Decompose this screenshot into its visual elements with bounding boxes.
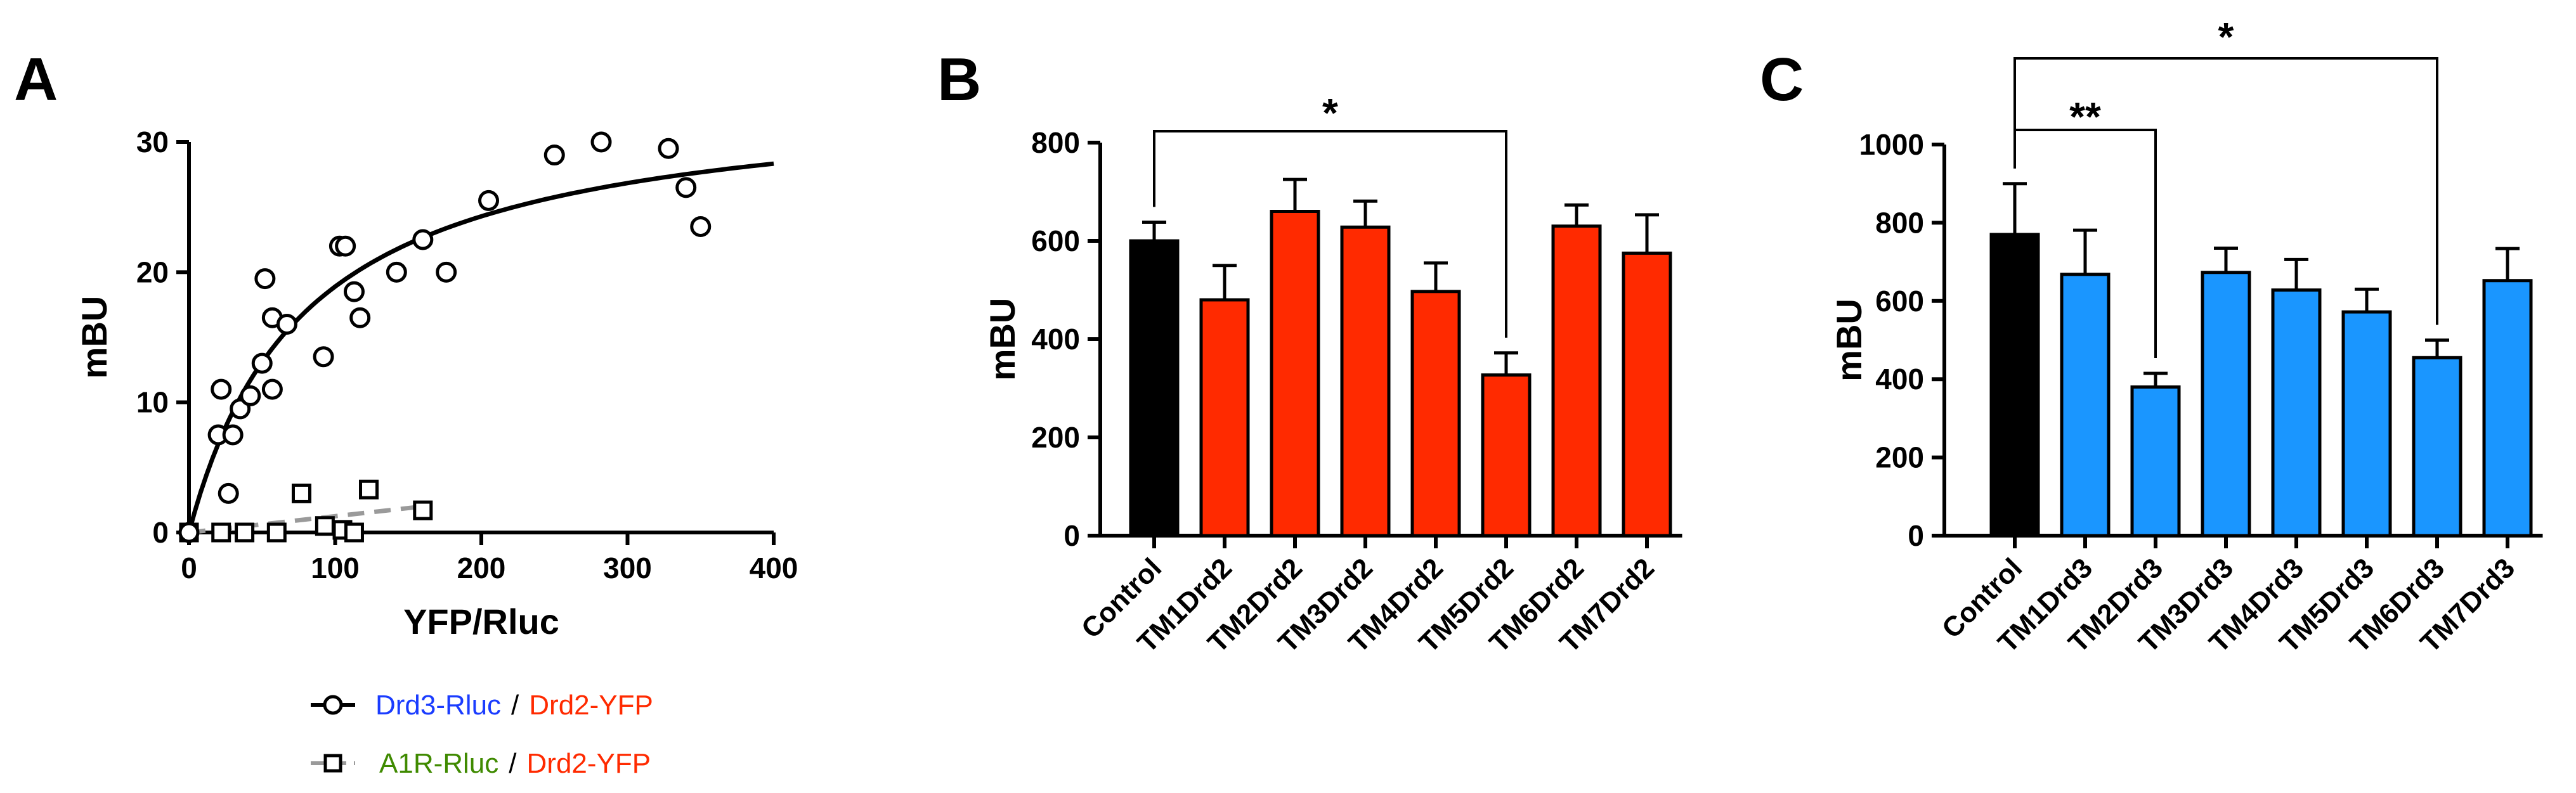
- series-2-point: [266, 522, 287, 543]
- series-1-point: [178, 522, 200, 543]
- y-tick-label: 600: [1875, 285, 1924, 318]
- series-2-point: [315, 516, 335, 536]
- bar: [1410, 290, 1461, 538]
- y-tick-label: 800: [1031, 126, 1080, 159]
- series-1-point: [222, 424, 244, 446]
- y-tick-label: 400: [1031, 323, 1080, 356]
- series-1-point: [254, 268, 276, 290]
- bar: [1481, 373, 1532, 538]
- series-1-point: [436, 261, 457, 283]
- y-axis-title: mBU: [982, 298, 1022, 381]
- y-axis-title: mBU: [74, 296, 114, 379]
- series-2-point: [413, 500, 433, 520]
- significance-label: **: [2069, 94, 2101, 139]
- y-tick-label: 200: [1875, 441, 1924, 474]
- x-tick-label: 0: [181, 551, 197, 584]
- series-1-point: [343, 281, 365, 302]
- series-1-point: [211, 378, 232, 400]
- series-1-point: [590, 131, 612, 153]
- bar: [1622, 251, 1672, 538]
- series-1-fit-curve: [186, 161, 774, 533]
- legend-series-1-label: Drd3-Rluc / Drd2-YFP: [375, 690, 653, 721]
- legend-text-part: Drd2-YFP: [527, 748, 651, 779]
- series-1-point: [240, 385, 261, 406]
- bar: [2271, 288, 2322, 538]
- series-2-point: [291, 483, 311, 503]
- series-1-point: [690, 216, 712, 237]
- panel-letter-a: A: [14, 46, 58, 113]
- bar: [2341, 310, 2392, 538]
- bar: [2412, 356, 2462, 538]
- series-2-point: [211, 522, 231, 543]
- legend-text-part: A1R-Rluc: [379, 748, 498, 779]
- y-tick-label: 400: [1875, 363, 1924, 396]
- y-axis-title: mBU: [1829, 299, 1869, 382]
- bar: [1989, 233, 2040, 538]
- y-tick-label: 30: [136, 126, 169, 158]
- x-tick-label: 100: [311, 551, 360, 584]
- legend-text-part: /: [509, 748, 517, 779]
- significance-label: *: [1322, 90, 1338, 136]
- significance-label: *: [2218, 14, 2234, 60]
- series-1-point: [335, 235, 356, 257]
- legend: Drd3-Rluc / Drd2-YFP A1R-Rluc / Drd2-YFP: [311, 690, 653, 779]
- x-tick-label: 200: [457, 551, 506, 584]
- bar: [2482, 279, 2533, 538]
- significance-bracket: [1153, 130, 1507, 338]
- series-2-point: [344, 522, 364, 543]
- series-2-point: [359, 479, 379, 500]
- legend-series-2-marker: [323, 754, 342, 773]
- series-1-point: [349, 307, 371, 328]
- series-1-point: [261, 378, 283, 400]
- y-tick-label: 0: [152, 516, 169, 549]
- series-1-point: [658, 138, 679, 159]
- series-1-point: [543, 145, 565, 166]
- panel-c-bar-chart: C02004006008001000mBUControlTM1Drd3TM2Dr…: [1760, 14, 2543, 659]
- legend-text-part: /: [511, 690, 519, 721]
- y-tick-label: 0: [1064, 519, 1080, 552]
- panel-b-bar-chart: B0200400600800mBUControlTM1Drd2TM2Drd2TM…: [937, 46, 1682, 659]
- x-tick-label: 400: [750, 551, 798, 584]
- y-tick-label: 0: [1908, 519, 1924, 552]
- series-1-point: [675, 177, 697, 198]
- y-tick-label: 20: [136, 255, 169, 288]
- series-1-point: [276, 313, 297, 335]
- bar: [1551, 224, 1602, 538]
- bar: [2130, 385, 2181, 538]
- series-1-point: [251, 352, 273, 374]
- bar: [1270, 210, 1320, 538]
- legend-text-part: Drd3-Rluc: [375, 690, 501, 721]
- bar: [1129, 239, 1180, 538]
- y-tick-label: 1000: [1859, 128, 1924, 161]
- series-1-point: [313, 346, 334, 368]
- series-2-point: [235, 522, 255, 543]
- legend-series-2-label: A1R-Rluc / Drd2-YFP: [379, 748, 651, 779]
- significance-bracket: [2013, 57, 2438, 325]
- legend-series-1-marker: [323, 695, 343, 715]
- bar: [1199, 298, 1250, 538]
- series-1-point: [412, 229, 434, 250]
- bar: [2201, 271, 2251, 538]
- series-1-point: [478, 190, 500, 211]
- bar: [1340, 225, 1391, 538]
- y-tick-label: 800: [1875, 206, 1924, 239]
- legend-text-part: Drd2-YFP: [529, 690, 653, 721]
- series-1-point: [218, 482, 239, 504]
- y-tick-label: 600: [1031, 224, 1080, 257]
- panel-letter-b: B: [937, 46, 981, 113]
- panel-letter-c: C: [1760, 46, 1804, 113]
- x-axis-title: YFP/Rluc: [403, 602, 559, 641]
- bar: [2060, 273, 2111, 538]
- y-tick-label: 10: [136, 386, 169, 419]
- series-1-point: [386, 261, 407, 283]
- x-tick-label: 300: [603, 551, 652, 584]
- y-tick-label: 200: [1031, 421, 1080, 454]
